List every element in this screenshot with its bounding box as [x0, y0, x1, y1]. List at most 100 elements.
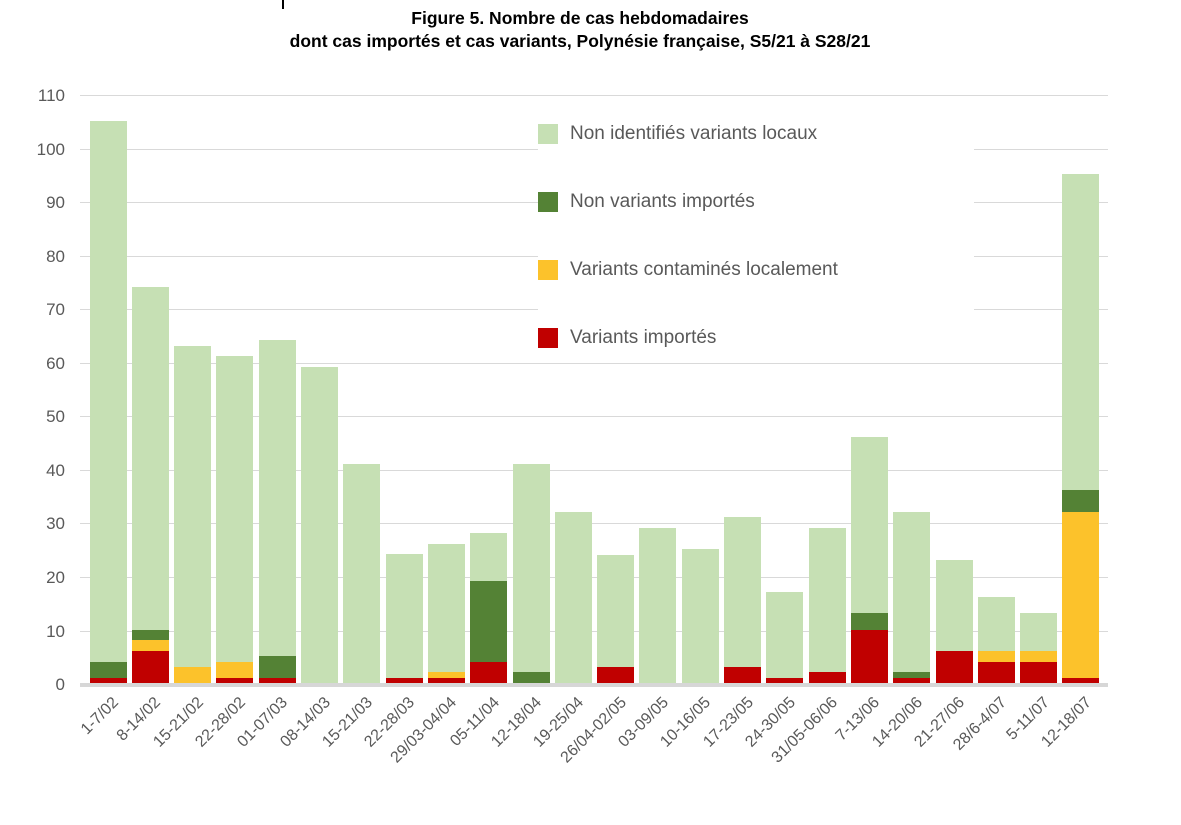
y-tick-label-90: 90	[46, 193, 65, 213]
bar-segment-variants-importes	[1020, 661, 1058, 683]
y-tick-label-110: 110	[37, 86, 65, 105]
y-tick-label-100: 100	[36, 139, 65, 159]
gridline-50	[80, 416, 1108, 418]
bar-segment-non-identifies-variants-locaux	[131, 286, 169, 630]
bar-03-09/05	[639, 527, 677, 683]
bar-19-25/04	[554, 511, 592, 683]
bar-segment-variants-importes	[131, 650, 169, 683]
chart-title: Figure 5. Nombre de cas hebdomadaires do…	[0, 7, 1160, 53]
bar-10-16/05	[681, 549, 719, 683]
bar-segment-non-identifies-variants-locaux	[174, 345, 212, 667]
bar-segment-non-identifies-variants-locaux	[512, 463, 550, 673]
gridline-40	[80, 469, 1108, 471]
legend-label-variants-contamines-localement: Variants contaminés localement	[570, 259, 838, 280]
bar-24-30/05	[766, 591, 804, 683]
bar-segment-non-identifies-variants-locaux	[470, 533, 508, 582]
bar-05-11/04	[470, 533, 508, 683]
bar-segment-variants-contamines-localement	[1020, 650, 1058, 662]
bar-15-21/03	[343, 463, 381, 683]
bar-segment-non-identifies-variants-locaux	[935, 559, 973, 651]
y-tick-label-80: 80	[46, 246, 65, 266]
gridline-10	[80, 630, 1108, 632]
bar-segment-non-variants-importes	[893, 672, 931, 678]
legend-swatch-non-variants-importes	[538, 192, 558, 212]
bar-segment-non-identifies-variants-locaux	[893, 511, 931, 673]
gridline-20	[80, 576, 1108, 578]
legend-label-non-variants-importes: Non variants importés	[570, 191, 755, 212]
bar-segment-non-identifies-variants-locaux	[1062, 174, 1100, 491]
bar-segment-non-identifies-variants-locaux	[1020, 613, 1058, 651]
bar-31/05-06/06	[808, 527, 846, 683]
bar-segment-non-identifies-variants-locaux	[301, 367, 338, 683]
bar-segment-variants-contamines-localement	[174, 666, 212, 683]
bar-segment-non-identifies-variants-locaux	[597, 554, 635, 667]
bar-segment-variants-contamines-localement	[977, 650, 1015, 662]
y-tick-label-0: 0	[55, 675, 65, 694]
bar-08-14/03	[301, 367, 338, 683]
bar-segment-variants-importes	[89, 677, 127, 683]
bar-segment-non-identifies-variants-locaux	[977, 597, 1015, 651]
bar-segment-variants-contamines-localement	[131, 640, 169, 651]
bar-segment-variants-importes	[1062, 677, 1100, 683]
bar-15-21/02	[174, 345, 212, 683]
bar-segment-variants-importes	[850, 629, 888, 683]
legend-item-variants-contamines-localement: Variants contaminés localement	[538, 259, 974, 281]
y-tick-label-10: 10	[46, 621, 65, 641]
x-axis-line	[80, 683, 1108, 687]
bar-22-28/03	[385, 554, 423, 683]
bar-28/6-4/07	[977, 597, 1015, 683]
y-tick-label-20: 20	[46, 567, 65, 587]
gridline-30	[80, 523, 1108, 525]
bar-segment-non-identifies-variants-locaux	[554, 511, 592, 683]
bar-segment-non-identifies-variants-locaux	[724, 517, 761, 667]
y-tick-label-70: 70	[46, 300, 65, 320]
bar-segment-non-variants-importes	[131, 629, 169, 641]
bar-segment-variants-importes	[385, 677, 423, 683]
bar-segment-non-variants-importes	[512, 672, 550, 683]
bar-segment-non-identifies-variants-locaux	[343, 463, 381, 683]
bar-segment-variants-importes	[470, 661, 508, 683]
bar-segment-variants-importes	[427, 677, 465, 683]
y-tick-label-30: 30	[46, 514, 65, 534]
bar-segment-non-identifies-variants-locaux	[850, 436, 888, 614]
bar-segment-non-identifies-variants-locaux	[89, 120, 127, 662]
legend-swatch-variants-importes	[538, 328, 558, 348]
legend-item-variants-importes: Variants importés	[538, 327, 974, 349]
bar-segment-non-variants-importes	[89, 661, 127, 678]
chart-title-line1: Figure 5. Nombre de cas hebdomadaires	[411, 8, 749, 28]
bar-26/04-02/05	[597, 554, 635, 683]
page-border-fragment	[282, 0, 284, 9]
bar-14-20/06	[893, 511, 931, 683]
bar-segment-non-identifies-variants-locaux	[639, 527, 677, 683]
bar-1-7/02	[89, 120, 127, 683]
y-tick-label-60: 60	[46, 353, 65, 373]
bar-segment-non-identifies-variants-locaux	[385, 554, 423, 678]
bar-segment-variants-importes	[893, 677, 931, 683]
bar-segment-non-variants-importes	[1062, 490, 1100, 512]
bar-segment-variants-importes	[258, 677, 296, 683]
bar-segment-non-identifies-variants-locaux	[766, 591, 804, 678]
bar-segment-non-identifies-variants-locaux	[681, 549, 719, 683]
bar-segment-variants-importes	[808, 672, 846, 683]
legend-item-non-identifies-variants-locaux: Non identifiés variants locaux	[538, 123, 974, 145]
bar-segment-variants-contamines-localement	[427, 672, 465, 678]
legend-label-non-identifies-variants-locaux: Non identifiés variants locaux	[570, 123, 818, 144]
bar-17-23/05	[724, 517, 761, 683]
y-tick-label-50: 50	[46, 407, 65, 427]
plot-area: 0 10 20 30 40 50 60 70 80 90 100 110 1-7/02 8-14/02 15…	[37, 87, 1108, 766]
bar-8-14/02	[131, 286, 169, 683]
bar-segment-variants-importes	[935, 650, 973, 683]
gridline-60	[80, 362, 1108, 364]
bar-01-07/03	[258, 340, 296, 683]
legend-item-non-variants-importes: Non variants importés	[538, 191, 974, 213]
bar-segment-non-identifies-variants-locaux	[216, 356, 254, 662]
chart-title-line2: dont cas importés et cas variants, Polyn…	[289, 31, 871, 51]
bar-segment-variants-importes	[724, 666, 761, 683]
bar-segment-variants-contamines-localement	[1062, 511, 1100, 678]
bar-segment-non-variants-importes	[258, 656, 296, 678]
bar-segment-non-identifies-variants-locaux	[808, 527, 846, 673]
legend-swatch-variants-contamines-localement	[538, 260, 558, 280]
bar-12-18/07	[1062, 174, 1100, 683]
bar-segment-variants-importes	[597, 666, 635, 683]
bar-5-11/07	[1020, 613, 1058, 683]
